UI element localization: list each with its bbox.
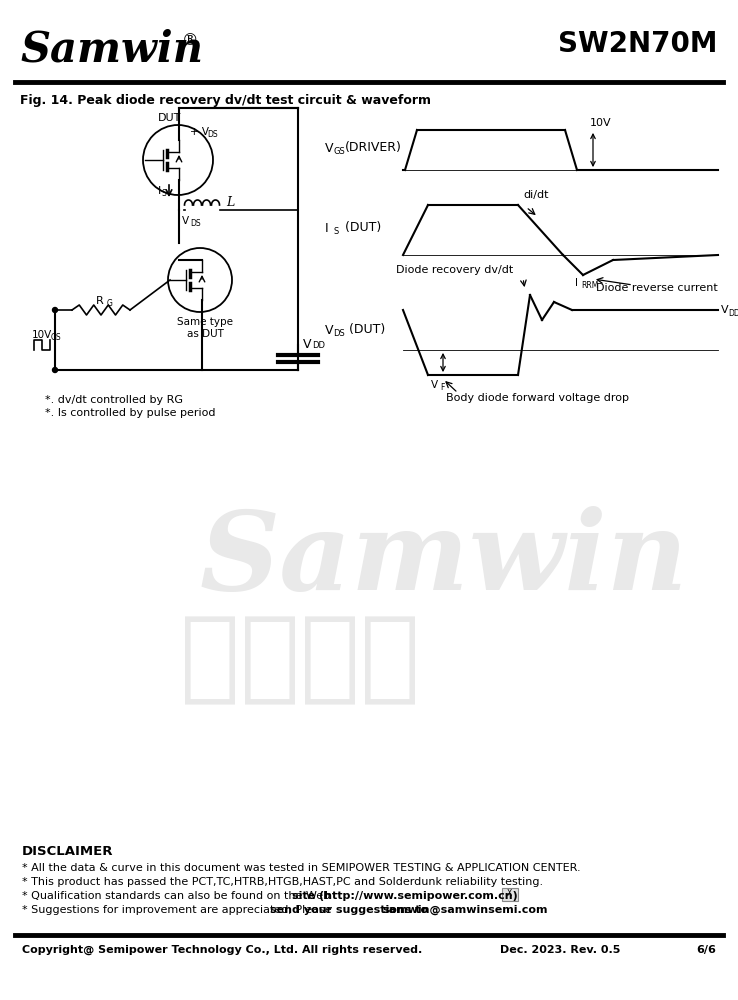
Text: S: S	[333, 227, 338, 235]
Text: V: V	[325, 324, 334, 336]
Text: * Qualification standards can also be found on the Web: * Qualification standards can also be fo…	[22, 891, 334, 901]
Text: Diode recovery dv/dt: Diode recovery dv/dt	[396, 265, 513, 275]
Text: S: S	[162, 189, 167, 198]
Text: + V: + V	[190, 127, 209, 137]
Text: Dec. 2023. Rev. 0.5: Dec. 2023. Rev. 0.5	[500, 945, 621, 955]
Text: G: G	[107, 299, 113, 308]
Text: V: V	[182, 216, 189, 226]
Text: DUT: DUT	[158, 113, 182, 123]
Text: (DUT): (DUT)	[345, 324, 385, 336]
Text: RRM: RRM	[581, 281, 599, 290]
Text: 10V: 10V	[590, 118, 612, 128]
Text: (DUT): (DUT)	[341, 222, 382, 234]
Text: * This product has passed the PCT,TC,HTRB,HTGB,HAST,PC and Solderdunk reliabilit: * This product has passed the PCT,TC,HTR…	[22, 877, 543, 887]
Text: SW2N70M: SW2N70M	[559, 30, 718, 58]
Text: samwin@samwinsemi.com: samwin@samwinsemi.com	[382, 905, 548, 915]
Text: Copyright@ Semipower Technology Co., Ltd. All rights reserved.: Copyright@ Semipower Technology Co., Ltd…	[22, 945, 422, 955]
Text: DS: DS	[333, 328, 345, 338]
Text: as DUT: as DUT	[187, 329, 224, 339]
Text: *. Is controlled by pulse period: *. Is controlled by pulse period	[45, 408, 215, 418]
Text: I: I	[575, 278, 578, 288]
Text: F: F	[440, 383, 444, 392]
Text: DISCLAIMER: DISCLAIMER	[22, 845, 114, 858]
Text: * Suggestions for improvement are appreciated, Please: * Suggestions for improvement are apprec…	[22, 905, 335, 915]
Text: DD: DD	[312, 341, 325, 350]
Text: V: V	[721, 305, 728, 315]
Text: I: I	[325, 222, 328, 234]
Text: V: V	[431, 380, 438, 390]
Text: 内部保密: 内部保密	[180, 611, 420, 708]
Text: 10V: 10V	[32, 330, 52, 340]
Text: *. dv/dt controlled by RG: *. dv/dt controlled by RG	[45, 395, 183, 405]
FancyBboxPatch shape	[502, 888, 517, 900]
Text: L: L	[226, 196, 234, 209]
Text: Samwin: Samwin	[20, 28, 203, 70]
Circle shape	[52, 367, 58, 372]
Text: Diode reverse current: Diode reverse current	[596, 283, 718, 293]
Text: DS: DS	[190, 219, 201, 228]
Text: (DRIVER): (DRIVER)	[345, 141, 402, 154]
Text: Fig. 14. Peak diode recovery dv/dt test circuit & waveform: Fig. 14. Peak diode recovery dv/dt test …	[20, 94, 431, 107]
Circle shape	[52, 308, 58, 312]
Text: Same type: Same type	[177, 317, 233, 327]
Text: DD: DD	[728, 308, 738, 318]
Text: Body diode forward voltage drop: Body diode forward voltage drop	[446, 393, 629, 403]
Text: Samwin: Samwin	[200, 506, 689, 614]
Text: 6/6: 6/6	[696, 945, 716, 955]
Text: ®: ®	[182, 32, 199, 49]
Text: GS: GS	[51, 333, 62, 342]
Text: DS: DS	[207, 130, 218, 139]
Text: site (http://www.semipower.com.cn): site (http://www.semipower.com.cn)	[292, 891, 518, 901]
Text: GS: GS	[333, 146, 345, 155]
Text: di/dt: di/dt	[523, 190, 548, 200]
Text: * All the data & curve in this document was tested in SEMIPOWER TESTING & APPLIC: * All the data & curve in this document …	[22, 863, 581, 873]
Text: send your suggestions to: send your suggestions to	[270, 905, 432, 915]
Text: V: V	[303, 338, 311, 351]
Text: R: R	[96, 296, 104, 306]
Text: X: X	[506, 890, 511, 898]
Text: I: I	[158, 186, 161, 196]
Text: V: V	[325, 141, 334, 154]
